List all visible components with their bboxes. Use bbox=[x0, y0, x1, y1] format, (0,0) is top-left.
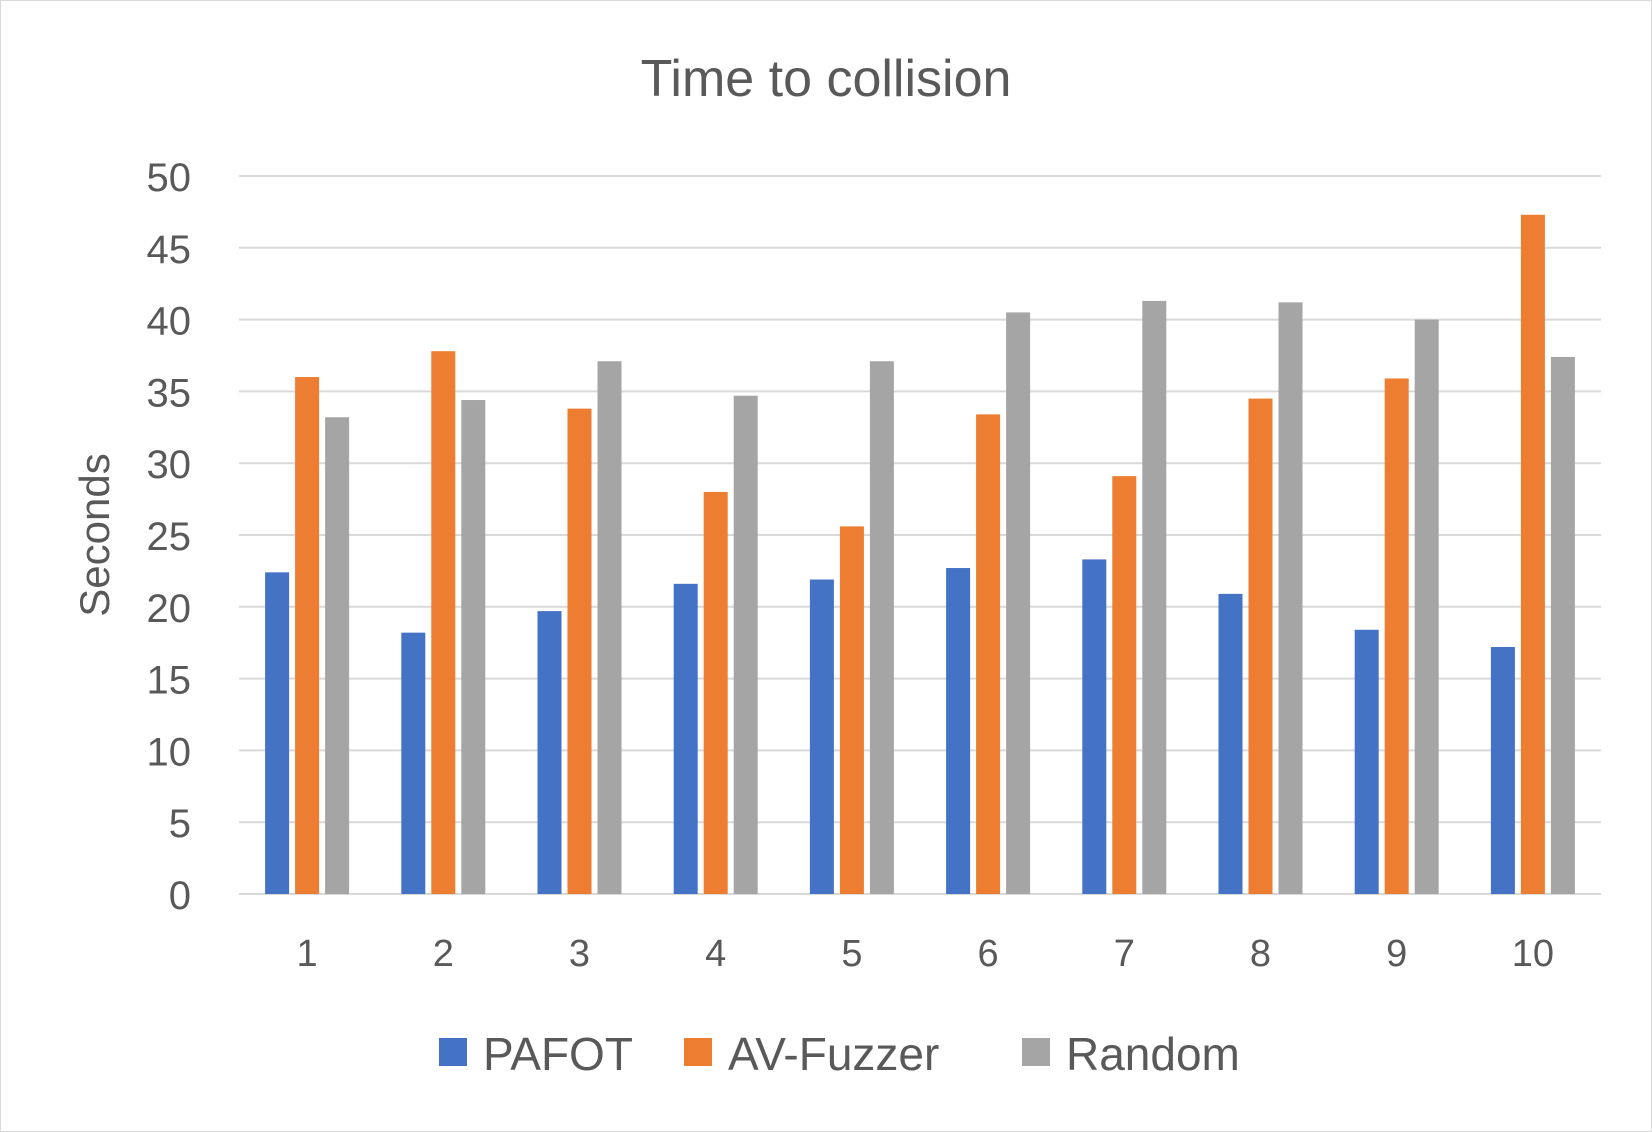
x-tick-label: 4 bbox=[705, 933, 726, 975]
bar-av-fuzzer-8 bbox=[1248, 398, 1273, 894]
bar-random-8 bbox=[1278, 302, 1303, 894]
y-tick-label: 0 bbox=[169, 874, 191, 918]
legend-label-pafot: PAFOT bbox=[483, 1028, 633, 1080]
y-tick-label: 35 bbox=[147, 371, 192, 415]
legend-swatch-av-fuzzer bbox=[684, 1038, 712, 1066]
x-tick-label: 1 bbox=[297, 933, 318, 975]
bar-pafot-9 bbox=[1354, 629, 1379, 894]
bar-av-fuzzer-2 bbox=[431, 351, 456, 894]
bar-random-3 bbox=[597, 361, 622, 894]
y-tick-label: 10 bbox=[147, 730, 192, 774]
x-tick-label: 6 bbox=[978, 933, 999, 975]
bar-av-fuzzer-5 bbox=[839, 526, 864, 894]
bar-av-fuzzer-6 bbox=[976, 414, 1001, 894]
bar-random-6 bbox=[1006, 312, 1031, 894]
bar-pafot-7 bbox=[1082, 559, 1107, 894]
bar-pafot-4 bbox=[673, 583, 698, 894]
bar-av-fuzzer-4 bbox=[703, 491, 728, 894]
bars bbox=[265, 214, 1575, 895]
x-tick-label: 7 bbox=[1114, 933, 1135, 975]
bar-av-fuzzer-9 bbox=[1384, 378, 1409, 894]
legend-label-random: Random bbox=[1066, 1028, 1240, 1080]
y-tick-label: 40 bbox=[147, 300, 192, 344]
legend-swatch-pafot bbox=[439, 1038, 467, 1066]
bar-pafot-2 bbox=[401, 632, 426, 894]
y-tick-label: 30 bbox=[147, 443, 192, 487]
bar-random-2 bbox=[461, 400, 486, 894]
bar-random-1 bbox=[325, 417, 350, 894]
bar-pafot-10 bbox=[1490, 647, 1515, 894]
legend-label-av-fuzzer: AV-Fuzzer bbox=[728, 1028, 939, 1080]
bar-pafot-3 bbox=[537, 611, 562, 894]
bar-random-4 bbox=[733, 395, 758, 894]
chart-title: Time to collision bbox=[641, 50, 1012, 108]
legend: PAFOT AV-Fuzzer Random bbox=[439, 1028, 1240, 1080]
bar-av-fuzzer-10 bbox=[1520, 214, 1545, 895]
bar-pafot-5 bbox=[809, 579, 834, 894]
y-axis-label: Seconds bbox=[71, 453, 118, 616]
bar-pafot-1 bbox=[265, 572, 290, 894]
bar-random-7 bbox=[1142, 300, 1167, 894]
y-tick-label: 25 bbox=[147, 515, 192, 559]
legend-swatch-random bbox=[1022, 1038, 1050, 1066]
y-tick-label: 50 bbox=[147, 156, 192, 200]
y-tick-label: 5 bbox=[169, 802, 191, 846]
bar-av-fuzzer-7 bbox=[1112, 476, 1137, 894]
y-tick-label: 15 bbox=[147, 659, 192, 703]
bar-random-9 bbox=[1414, 319, 1439, 895]
bar-pafot-8 bbox=[1218, 593, 1243, 894]
y-tick-label: 20 bbox=[147, 587, 192, 631]
x-axis-ticks: 1 2 3 4 5 6 7 8 9 10 bbox=[297, 933, 1555, 975]
bar-av-fuzzer-1 bbox=[295, 377, 320, 894]
x-tick-label: 10 bbox=[1512, 933, 1554, 975]
x-tick-label: 3 bbox=[569, 933, 590, 975]
x-tick-label: 5 bbox=[841, 933, 862, 975]
x-tick-label: 9 bbox=[1386, 933, 1407, 975]
y-tick-label: 45 bbox=[147, 228, 192, 272]
x-tick-label: 8 bbox=[1250, 933, 1271, 975]
bar-random-10 bbox=[1550, 356, 1575, 894]
bar-pafot-6 bbox=[946, 568, 971, 894]
bar-av-fuzzer-3 bbox=[567, 408, 592, 894]
x-tick-label: 2 bbox=[433, 933, 454, 975]
y-axis-ticks: 0 5 10 15 20 25 30 35 40 45 50 bbox=[147, 156, 192, 918]
bar-random-5 bbox=[869, 361, 894, 894]
